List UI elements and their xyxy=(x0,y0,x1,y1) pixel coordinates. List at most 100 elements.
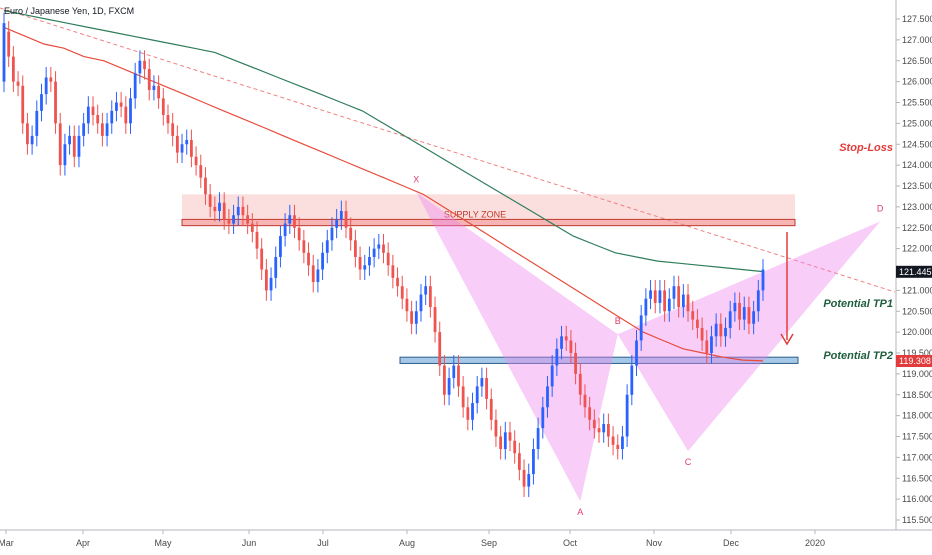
tp2-band xyxy=(399,356,799,364)
candle-body xyxy=(686,294,690,312)
x-tick-label: Nov xyxy=(646,538,663,548)
y-tick-label: 125.500 xyxy=(902,98,932,108)
tp1-label: Potential TP1 xyxy=(823,298,893,310)
candle-body xyxy=(550,365,554,387)
candle-body xyxy=(691,311,695,320)
candle-body xyxy=(316,269,320,283)
candle-body xyxy=(279,236,282,257)
y-tick-label: 121.000 xyxy=(902,285,932,295)
candle-body xyxy=(227,219,231,224)
candle-body xyxy=(82,123,86,136)
candle-body xyxy=(391,265,395,278)
candle-body xyxy=(96,115,100,124)
candle-body xyxy=(297,227,301,241)
y-tick-label: 117.000 xyxy=(902,452,932,462)
candle-body xyxy=(274,256,278,278)
candle-body xyxy=(546,386,549,408)
supply-zone-label: SUPPLY ZONE xyxy=(444,209,506,219)
candle-body xyxy=(330,227,334,241)
candle-body xyxy=(21,85,25,124)
y-tick-label: 116.000 xyxy=(902,494,932,504)
candle-body xyxy=(536,428,540,450)
y-tick-label: 123.000 xyxy=(902,202,932,212)
x-tick-label: Aug xyxy=(399,538,415,548)
candle-body xyxy=(677,286,681,308)
candle-body xyxy=(658,290,662,303)
pattern-point-b: B xyxy=(615,316,621,326)
candle-body xyxy=(2,23,6,82)
candle-body xyxy=(368,256,371,266)
y-tick-label: 118.500 xyxy=(902,390,932,400)
candle-body xyxy=(527,474,531,487)
zone-layer: SUPPLY ZONE xyxy=(181,194,799,364)
candle-body xyxy=(597,428,601,433)
stop-loss-label: Stop-Loss xyxy=(839,142,893,154)
candle-body xyxy=(250,223,254,232)
candle-body xyxy=(152,85,156,90)
candle-body xyxy=(649,290,652,299)
candle-body xyxy=(700,327,704,341)
candle-body xyxy=(100,123,104,136)
candle-body xyxy=(246,215,250,224)
y-tick-label: 126.000 xyxy=(902,77,932,87)
x-tick-label: Jun xyxy=(242,538,257,548)
x-tick-label: Jul xyxy=(317,538,329,548)
y-tick-label: 123.500 xyxy=(902,181,932,191)
candle-body xyxy=(485,378,488,399)
candle-body xyxy=(16,81,20,86)
candle-body xyxy=(728,311,732,328)
x-tick-label: 2020 xyxy=(805,538,825,548)
candle-body xyxy=(339,211,343,220)
pattern-point-d: D xyxy=(877,203,884,213)
candle-body xyxy=(742,307,746,320)
candle-body xyxy=(372,248,376,257)
candle-body xyxy=(44,77,48,95)
candle-body xyxy=(630,365,634,395)
pattern-bcd-triangle xyxy=(617,221,881,452)
last-price-label: 121.445 xyxy=(899,267,932,277)
candle-body xyxy=(424,286,428,295)
candle-body xyxy=(185,140,189,145)
candle-body xyxy=(133,73,137,99)
candle-body xyxy=(124,106,128,124)
candle-body xyxy=(171,123,175,136)
y-tick-label: 122.000 xyxy=(902,244,932,254)
candle-body xyxy=(724,327,727,337)
x-tick-label: Mar xyxy=(0,538,14,548)
y-tick-label: 117.500 xyxy=(902,432,932,442)
y-tick-label: 127.500 xyxy=(902,14,932,24)
candle-body xyxy=(410,311,414,324)
last-price-label-box xyxy=(896,265,932,278)
candle-body xyxy=(592,419,596,429)
candle-body xyxy=(302,240,306,253)
x-tick-label: Dec xyxy=(723,538,740,548)
y-tick-label: 125.000 xyxy=(902,118,932,128)
candle-body xyxy=(443,365,446,395)
candle-body xyxy=(433,307,437,333)
y-tick-label: 118.000 xyxy=(902,411,932,421)
candle-body xyxy=(555,348,559,366)
pattern-point-c: C xyxy=(685,457,692,467)
y-tick-label: 124.000 xyxy=(902,160,932,170)
candle-body xyxy=(180,144,184,153)
candle-body xyxy=(663,290,667,312)
candle-body xyxy=(157,85,161,99)
candle-layer xyxy=(2,12,765,498)
candle-body xyxy=(438,332,442,366)
candle-body xyxy=(72,135,76,157)
candle-body xyxy=(175,135,179,153)
candle-body xyxy=(293,215,296,228)
candle-body xyxy=(705,340,709,353)
candle-body xyxy=(475,386,479,404)
candle-body xyxy=(494,419,498,437)
candle-body xyxy=(241,206,245,216)
candle-body xyxy=(667,298,671,312)
candle-body xyxy=(644,298,648,316)
candle-body xyxy=(30,135,34,145)
candle-body xyxy=(138,60,142,74)
pattern-point-x: X xyxy=(413,174,419,184)
candle-body xyxy=(68,135,71,145)
candle-body xyxy=(363,265,367,270)
candle-body xyxy=(452,365,456,379)
